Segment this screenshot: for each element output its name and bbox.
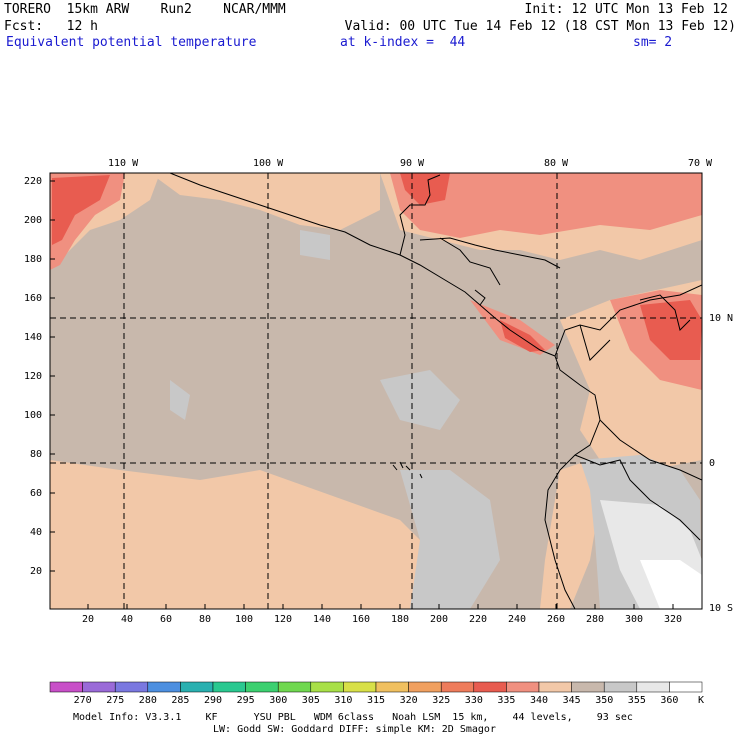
colorbar-level-label: 360 — [660, 695, 679, 706]
colorbar-swatch — [375, 681, 409, 693]
colorbar-swatch — [147, 681, 181, 693]
colorbar-level-label: 270 — [73, 695, 92, 706]
colorbar-level-label: 275 — [106, 695, 125, 706]
y-tick-label: 40 — [30, 527, 43, 538]
colorbar-level-label: 325 — [432, 695, 451, 706]
model-info: Model Info: V3.3.1 KF YSU PBL WDM 6class… — [73, 712, 633, 723]
lon-label-70w: 70 W — [688, 158, 713, 169]
colorbar — [49, 681, 703, 693]
lon-label-110w: 110 W — [108, 158, 139, 169]
y-tick-label: 80 — [30, 449, 43, 460]
y-tick-label: 200 — [24, 215, 43, 226]
colorbar-level-label: 305 — [301, 695, 320, 706]
x-tick-label: 300 — [625, 614, 644, 625]
colorbar-swatch — [603, 681, 638, 693]
colorbar-swatch — [408, 681, 442, 693]
init-time: Init: 12 UTC Mon 13 Feb 12 — [524, 2, 729, 17]
x-tick-label: 280 — [586, 614, 605, 625]
valid-time: Valid: 00 UTC Tue 14 Feb 12 (18 CST Mon … — [344, 19, 736, 34]
forecast-hour: Fcst: 12 h — [4, 19, 98, 34]
x-tick-label: 320 — [664, 614, 683, 625]
colorbar-level-label: 355 — [627, 695, 646, 706]
lon-label-90w: 90 W — [400, 158, 425, 169]
colorbar-swatch — [49, 681, 83, 693]
y-tick-label: 160 — [24, 293, 43, 304]
field-name: Equivalent potential temperature — [6, 35, 257, 50]
colorbar-swatch — [245, 681, 279, 693]
x-tick-label: 240 — [508, 614, 527, 625]
y-tick-label: 20 — [30, 566, 43, 577]
plot-frame — [49, 172, 703, 610]
colorbar-swatch — [473, 681, 507, 693]
colorbar-level-label: 290 — [204, 695, 223, 706]
colorbar-swatch — [277, 681, 312, 693]
colorbar-level-label: 295 — [236, 695, 255, 706]
k-index-label: at k-index = 44 — [340, 35, 466, 50]
colorbar-level-label: 345 — [562, 695, 581, 706]
x-tick-label: 120 — [274, 614, 293, 625]
smoothing-label: sm= 2 — [633, 35, 673, 50]
colorbar-swatch — [538, 681, 572, 693]
x-tick-label: 260 — [547, 614, 566, 625]
physics-info: LW: Godd SW: Goddard DIFF: simple KM: 2D… — [213, 724, 496, 735]
x-tick-label: 200 — [430, 614, 449, 625]
colorbar-level-label: 340 — [530, 695, 549, 706]
colorbar-swatch — [669, 681, 703, 693]
y-tick-label: 220 — [24, 176, 43, 187]
x-tick-label: 100 — [235, 614, 254, 625]
colorbar-swatch — [636, 681, 670, 693]
y-tick-label: 140 — [24, 332, 43, 343]
colorbar-level-label: 300 — [269, 695, 288, 706]
colorbar-swatch — [440, 681, 475, 693]
y-tick-label: 60 — [30, 488, 43, 499]
x-tick-label: 40 — [121, 614, 134, 625]
lat-lon-grid — [50, 173, 702, 609]
y-tick-label: 120 — [24, 371, 43, 382]
y-tick-label: 100 — [24, 410, 43, 421]
lat-label-0: 0 — [709, 458, 716, 469]
colorbar-level-label: 350 — [595, 695, 614, 706]
x-tick-label: 20 — [82, 614, 95, 625]
colorbar-swatch — [571, 681, 605, 693]
colorbar-level-label: 335 — [497, 695, 516, 706]
colorbar-level-label: 320 — [399, 695, 418, 706]
x-tick-label: 80 — [199, 614, 212, 625]
colorbar-swatch — [212, 681, 246, 693]
x-tick-label: 160 — [352, 614, 371, 625]
lon-label-100w: 100 W — [253, 158, 284, 169]
colorbar-level-label: 285 — [171, 695, 190, 706]
coastlines — [169, 173, 702, 609]
colorbar-swatch — [343, 681, 377, 693]
x-tick-label: 180 — [391, 614, 410, 625]
colorbar-level-label: 280 — [138, 695, 157, 706]
filled-contour-field — [50, 173, 702, 609]
x-tick-label: 220 — [469, 614, 488, 625]
run-title: TORERO 15km ARW Run2 NCAR/MMM — [4, 2, 286, 17]
colorbar-level-label: 315 — [367, 695, 386, 706]
colorbar-swatch — [310, 681, 344, 693]
x-tick-label: 140 — [313, 614, 332, 625]
colorbar-level-label: 330 — [464, 695, 483, 706]
lon-label-80w: 80 W — [544, 158, 569, 169]
colorbar-swatch — [82, 681, 116, 693]
colorbar-swatch — [180, 681, 214, 693]
lat-label-10n: 10 N — [709, 313, 734, 324]
y-tick-label: 180 — [24, 254, 43, 265]
x-tick-label: 60 — [160, 614, 173, 625]
colorbar-level-label: 310 — [334, 695, 353, 706]
colorbar-swatch — [506, 681, 540, 693]
colorbar-swatch — [114, 681, 149, 693]
colorbar-unit: K — [698, 695, 705, 706]
lat-label-10s: 10 S — [709, 603, 734, 614]
